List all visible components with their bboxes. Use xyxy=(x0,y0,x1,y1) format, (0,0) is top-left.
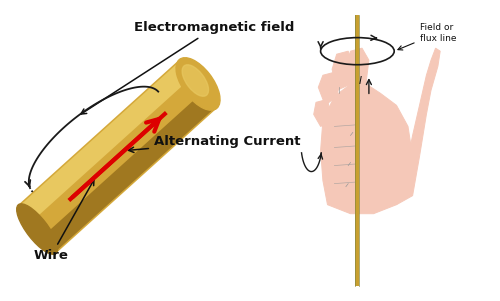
Ellipse shape xyxy=(176,58,220,110)
Ellipse shape xyxy=(182,65,208,96)
Polygon shape xyxy=(43,91,216,252)
Polygon shape xyxy=(320,84,412,214)
Polygon shape xyxy=(18,60,217,253)
Polygon shape xyxy=(396,48,440,205)
Polygon shape xyxy=(346,48,369,84)
Text: Field or
flux line: Field or flux line xyxy=(398,23,456,50)
Polygon shape xyxy=(318,72,339,105)
Polygon shape xyxy=(19,61,193,222)
Text: I: I xyxy=(358,76,362,86)
Polygon shape xyxy=(356,15,360,286)
Polygon shape xyxy=(314,99,330,126)
Text: Alternating Current: Alternating Current xyxy=(128,135,300,153)
Text: Electromagnetic field: Electromagnetic field xyxy=(81,21,295,114)
Ellipse shape xyxy=(16,204,58,254)
Text: Wire: Wire xyxy=(34,180,94,262)
Polygon shape xyxy=(332,51,353,90)
